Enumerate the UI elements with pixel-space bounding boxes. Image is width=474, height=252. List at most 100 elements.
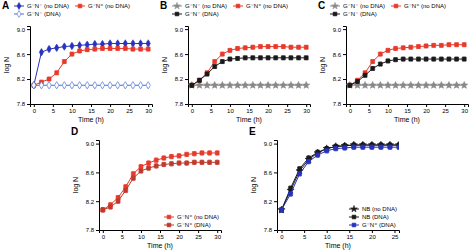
- data-point: [93, 40, 97, 47]
- error-bar: [334, 146, 337, 150]
- data-point: [108, 40, 112, 47]
- y-tick: 8.2: [86, 199, 99, 205]
- data-point: [386, 48, 390, 52]
- error-bar: [394, 47, 397, 51]
- series-line: [192, 58, 306, 85]
- error-bar: [147, 161, 150, 165]
- data-point: [162, 156, 166, 160]
- error-bar: [280, 208, 283, 212]
- y-tick-label: 7.8: [333, 101, 342, 107]
- error-bar: [198, 78, 201, 82]
- legend-label: G⁻N⁻ (DNA): [343, 11, 377, 17]
- x-axis-line: [278, 231, 400, 234]
- panel: 0510152025307.88.28.69.0Time (h)log NCG⁻…: [318, 0, 469, 124]
- series: [348, 57, 466, 87]
- data-point: [200, 160, 204, 164]
- data-point: [407, 82, 414, 89]
- x-tick-label: 10: [324, 234, 331, 240]
- x-tick-label: 5: [121, 234, 125, 240]
- data-point: [415, 82, 422, 89]
- legend: G⁻N⁻ (no DNA)G⁻N⁺ (no DNA)G⁻N⁻ (DNA): [172, 2, 288, 17]
- error-bar: [432, 43, 435, 47]
- error-bar: [251, 45, 254, 49]
- data-point: [32, 82, 36, 89]
- error-bar: [155, 164, 158, 168]
- error-bar: [298, 172, 301, 176]
- series-line: [34, 43, 148, 85]
- error-bar: [162, 156, 165, 160]
- error-bar: [417, 57, 420, 61]
- data-point: [439, 43, 443, 47]
- x-tick-label: 25: [195, 234, 202, 240]
- data-point: [295, 82, 302, 89]
- legend-item: G⁻N⁺ (DNA): [164, 222, 211, 228]
- data-point: [236, 46, 240, 50]
- y-tick-label: 8.6: [175, 52, 184, 58]
- x-tick-mark: [211, 104, 212, 107]
- data-point: [138, 40, 142, 47]
- error-bar: [402, 46, 405, 50]
- data-point: [424, 44, 428, 48]
- x-tick-label: 5: [210, 108, 214, 114]
- x-tick-label: 10: [227, 108, 234, 114]
- data-point: [77, 82, 81, 89]
- data-point: [377, 82, 384, 89]
- data-point: [361, 82, 368, 89]
- x-axis-title: Time (h): [325, 242, 351, 250]
- error-bar: [289, 56, 292, 60]
- x-tick: 5: [303, 230, 307, 240]
- data-point: [131, 176, 135, 180]
- error-bar: [170, 154, 173, 158]
- error-bar: [101, 47, 104, 51]
- x-tick: 20: [369, 230, 376, 240]
- data-point: [401, 57, 405, 61]
- data-point: [177, 154, 181, 158]
- data-point: [257, 82, 264, 89]
- x-tick-label: 20: [423, 108, 430, 114]
- data-point: [303, 82, 310, 89]
- data-point: [438, 82, 445, 89]
- x-tick: 25: [392, 230, 399, 240]
- x-tick-label: 15: [88, 108, 95, 114]
- data-point: [101, 208, 105, 212]
- x-axis-line: [31, 105, 153, 108]
- y-tick-label: 8.6: [264, 170, 273, 176]
- series: [280, 143, 399, 212]
- legend-label: G⁻N⁻ (no DNA): [27, 3, 69, 9]
- data-point: [139, 169, 143, 173]
- x-tick: 30: [461, 104, 468, 114]
- x-tick-mark: [148, 104, 149, 107]
- error-bar: [251, 56, 254, 60]
- y-tick-label: 7.8: [264, 227, 273, 233]
- error-bar: [425, 44, 428, 48]
- error-bar: [178, 161, 181, 165]
- data-point: [243, 56, 247, 60]
- data-point: [205, 72, 209, 76]
- data-point: [461, 82, 468, 89]
- error-bar: [236, 57, 239, 61]
- data-point: [169, 155, 173, 159]
- legend-item: G⁻N⁻ (no DNA): [172, 2, 227, 9]
- series-line: [103, 153, 217, 210]
- panel: 05101520257.88.28.69.0Time (h)log NENB (…: [249, 126, 403, 250]
- y-tick-label: 8.2: [175, 76, 184, 82]
- x-tick-mark: [230, 104, 231, 107]
- legend-symbol: [174, 2, 181, 8]
- data-point: [197, 78, 201, 82]
- error-bar: [236, 47, 239, 51]
- error-bar: [244, 46, 247, 50]
- data-point: [100, 46, 104, 50]
- data-point: [371, 60, 375, 64]
- data-point: [266, 45, 270, 49]
- data-point: [197, 78, 201, 82]
- x-tick-mark: [304, 230, 305, 233]
- x-tick: 25: [442, 104, 449, 114]
- error-bar: [356, 80, 359, 84]
- x-tick: 20: [107, 104, 114, 114]
- y-tick-label: 7.8: [17, 101, 26, 107]
- x-tick-mark: [445, 104, 446, 107]
- x-tick-label: 0: [102, 234, 106, 240]
- error-bar: [131, 47, 134, 51]
- x-tick-label: 15: [346, 234, 353, 240]
- error-bar: [221, 52, 224, 56]
